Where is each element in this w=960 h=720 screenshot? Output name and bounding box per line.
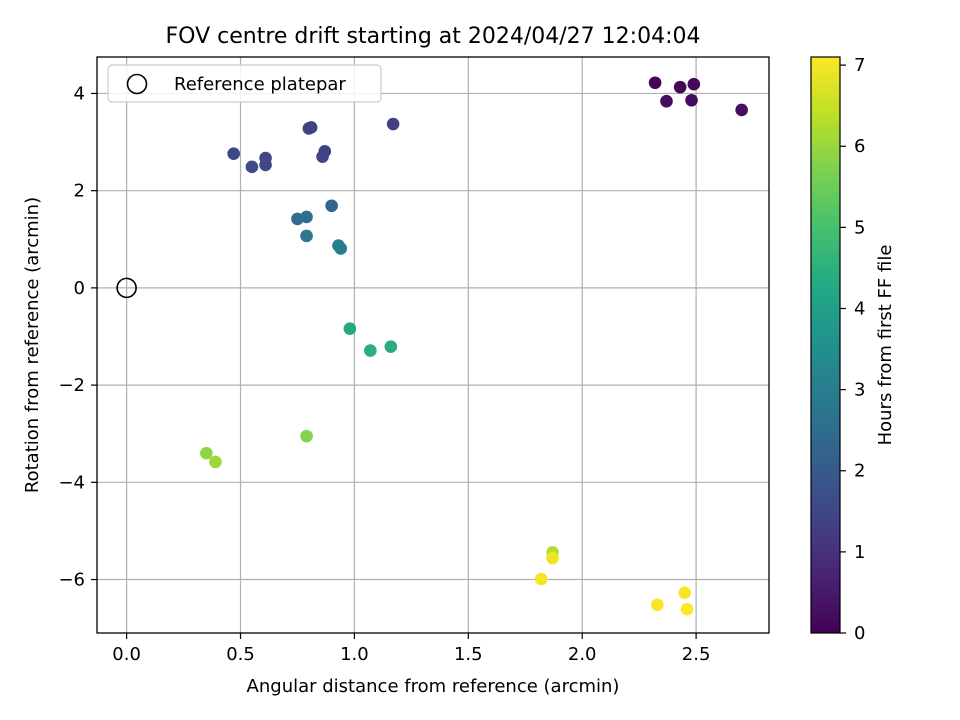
data-point — [687, 77, 701, 91]
data-point — [660, 94, 673, 108]
y-tick-label: −6 — [58, 570, 85, 591]
data-point — [300, 429, 313, 443]
axes: 0.0 0.5 1.0 1.5 2.0 2.5 4 2 0 −2 −4 −6 — [58, 56, 770, 665]
colorbar-tick-label: 2 — [854, 461, 865, 482]
colorbar-tick-label: 3 — [854, 380, 865, 401]
data-point — [300, 229, 313, 243]
data-point — [259, 158, 272, 172]
data-point — [302, 122, 316, 135]
colorbar-tick-label: 1 — [854, 542, 865, 563]
data-point — [325, 199, 338, 213]
data-point — [343, 322, 357, 336]
data-point — [316, 150, 329, 163]
data-point — [386, 117, 400, 131]
data-point — [678, 586, 692, 599]
y-axis-label: Rotation from reference (arcmin) — [22, 197, 43, 493]
x-tick-label: 0.5 — [226, 644, 255, 665]
x-tick-label: 2.5 — [682, 644, 711, 665]
x-tick-label: 2.0 — [568, 644, 597, 665]
data-point — [384, 340, 398, 354]
y-tick-label: −4 — [58, 472, 85, 493]
grid-lines — [97, 57, 769, 633]
data-point — [200, 446, 213, 460]
legend-label: Reference platepar — [174, 74, 346, 95]
x-tick-label: 0.0 — [112, 644, 141, 665]
plot-frame — [96, 56, 770, 634]
data-point — [334, 242, 348, 255]
colorbar-gradient — [810, 56, 841, 634]
colorbar-tick-label: 5 — [854, 217, 865, 238]
data-point — [300, 210, 313, 224]
y-tick-label: 0 — [74, 278, 85, 299]
colorbar: 0 1 2 3 4 5 6 7 Hours from first FF file — [810, 55, 896, 644]
chart-title: FOV centre drift starting at 2024/04/27 … — [166, 24, 701, 49]
data-point — [245, 160, 259, 174]
colorbar-tick-label: 6 — [854, 136, 865, 157]
x-axis-label: Angular distance from reference (arcmin) — [247, 676, 620, 697]
data-point — [685, 93, 698, 107]
y-tick-label: 4 — [74, 83, 85, 104]
data-point — [648, 76, 662, 90]
data-points — [116, 76, 748, 616]
legend-marker — [126, 73, 148, 95]
data-point — [546, 551, 559, 565]
colorbar-tick-label: 7 — [854, 55, 865, 76]
data-point — [680, 602, 694, 616]
y-tick-label: −2 — [58, 375, 85, 396]
y-tick-label: 2 — [74, 181, 85, 202]
colorbar-tick-label: 0 — [854, 623, 865, 644]
data-point — [209, 455, 222, 469]
data-point — [534, 572, 548, 586]
legend-box — [107, 64, 382, 103]
colorbar-tick-label: 4 — [854, 298, 865, 319]
data-point — [227, 147, 240, 161]
x-tick-label: 1.5 — [454, 644, 483, 665]
reference-marker — [116, 277, 137, 299]
data-point — [364, 344, 377, 357]
colorbar-label: Hours from first FF file — [875, 245, 896, 446]
legend: Reference platepar — [107, 64, 382, 103]
x-tick-label: 1.0 — [340, 644, 369, 665]
data-point — [651, 598, 664, 612]
data-point — [673, 80, 687, 94]
data-point — [735, 103, 748, 117]
